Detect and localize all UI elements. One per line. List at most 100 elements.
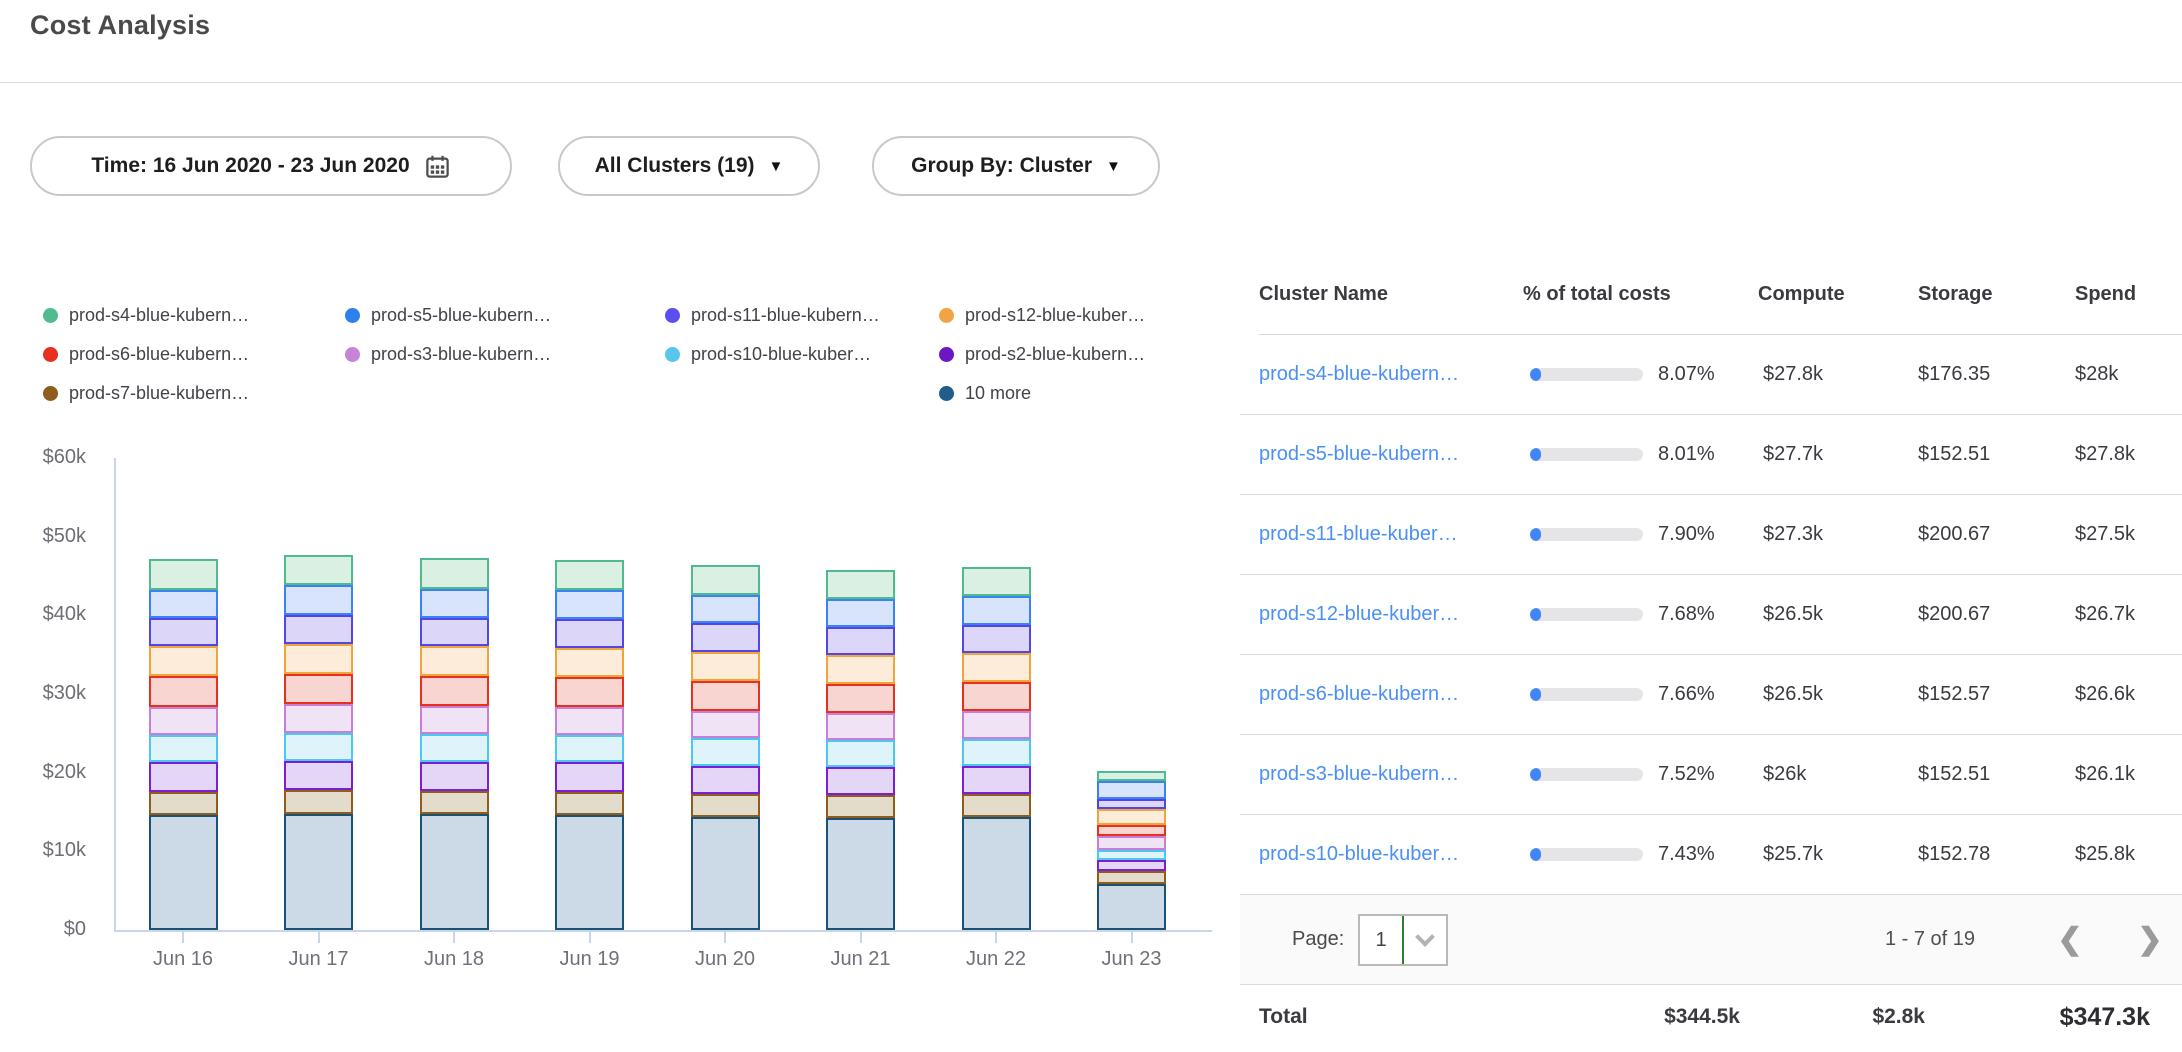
bar-segment[interactable] [149,618,218,646]
bar-segment[interactable] [826,713,895,741]
bar-segment[interactable] [555,590,624,619]
bar-segment[interactable] [284,704,353,732]
legend-item[interactable]: prod-s7-blue-kubern… [30,374,332,413]
bar-segment[interactable] [826,655,895,684]
bar-segment[interactable] [962,596,1031,624]
cluster-name-link[interactable]: prod-s3-blue-kubern… [1259,735,1459,814]
bar-segment[interactable] [149,707,218,735]
bar-segment[interactable] [149,590,218,618]
col-header-pct-of-total-costs[interactable]: % of total costs [1523,283,1671,306]
bar-segment[interactable] [1097,799,1166,809]
bar-segment[interactable] [420,646,489,676]
bar-segment[interactable] [284,644,353,674]
next-page-button[interactable]: ❯ [2125,895,2175,983]
bar-segment[interactable] [962,739,1031,766]
bar-segment[interactable] [691,711,760,739]
bar-segment[interactable] [826,684,895,713]
bar-segment[interactable] [691,817,760,930]
bar-segment[interactable] [420,706,489,734]
bar-segment[interactable] [555,792,624,816]
bar-segment[interactable] [1097,836,1166,850]
bar-segment[interactable] [420,676,489,706]
col-header-spend[interactable]: Spend [2075,283,2136,306]
bar-segment[interactable] [962,711,1031,739]
bar-segment[interactable] [555,762,624,791]
bar-segment[interactable] [962,794,1031,817]
legend-item[interactable]: prod-s5-blue-kubern… [332,296,652,335]
bar-segment[interactable] [149,646,218,676]
bar-segment[interactable] [691,652,760,682]
legend-item[interactable]: 10 more [926,374,1210,413]
bar-segment[interactable] [555,707,624,735]
legend-item[interactable]: prod-s2-blue-kubern… [926,335,1210,374]
cluster-name-link[interactable]: prod-s5-blue-kubern… [1259,415,1459,494]
bar-segment[interactable] [149,815,218,930]
legend-item[interactable]: prod-s11-blue-kubern… [652,296,926,335]
bar-segment[interactable] [149,762,218,791]
bar-segment[interactable] [420,734,489,762]
bar-segment[interactable] [1097,850,1166,860]
bar-segment[interactable] [826,599,895,627]
bar-segment[interactable] [555,735,624,763]
col-header-cluster-name[interactable]: Cluster Name [1259,283,1388,306]
bar-segment[interactable] [962,653,1031,682]
time-range-filter[interactable]: Time: 16 Jun 2020 - 23 Jun 2020 [30,136,512,196]
bar-segment[interactable] [149,792,218,816]
bar-segment[interactable] [420,814,489,930]
bar-segment[interactable] [691,794,760,817]
bar-segment[interactable] [284,814,353,930]
bar-segment[interactable] [149,559,218,590]
bar-segment[interactable] [555,677,624,707]
cluster-name-link[interactable]: prod-s12-blue-kuber… [1259,575,1459,654]
bar-segment[interactable] [1097,871,1166,884]
legend-item[interactable]: prod-s4-blue-kubern… [30,296,332,335]
bar-segment[interactable] [555,619,624,647]
cluster-name-link[interactable]: prod-s4-blue-kubern… [1259,335,1459,414]
bar-segment[interactable] [691,595,760,623]
bar-segment[interactable] [826,795,895,818]
bar-segment[interactable] [1097,781,1166,798]
bar-segment[interactable] [691,565,760,595]
bar-segment[interactable] [284,674,353,704]
bar-segment[interactable] [826,767,895,795]
legend-item[interactable]: prod-s6-blue-kubern… [30,335,332,374]
bar-segment[interactable] [555,648,624,678]
bar-segment[interactable] [420,762,489,791]
bar-segment[interactable] [284,761,353,790]
clusters-filter-dropdown[interactable]: All Clusters (19) ▼ [558,136,820,196]
bar-segment[interactable] [284,585,353,615]
bar-segment[interactable] [284,733,353,761]
bar-segment[interactable] [962,567,1031,597]
bar-segment[interactable] [420,558,489,589]
cluster-name-link[interactable]: prod-s11-blue-kuber… [1259,495,1458,574]
bar-segment[interactable] [420,791,489,815]
previous-page-button[interactable]: ❮ [2045,895,2095,983]
bar-segment[interactable] [826,740,895,767]
bar-segment[interactable] [962,625,1031,653]
bar-segment[interactable] [149,735,218,763]
bar-segment[interactable] [1097,884,1166,930]
bar-segment[interactable] [962,682,1031,711]
bar-segment[interactable] [284,615,353,644]
bar-segment[interactable] [826,627,895,655]
cluster-name-link[interactable]: prod-s6-blue-kubern… [1259,655,1459,734]
bar-segment[interactable] [1097,809,1166,825]
bar-segment[interactable] [826,570,895,599]
bar-segment[interactable] [149,676,218,707]
bar-segment[interactable] [691,738,760,766]
page-number-select[interactable]: 1 [1358,914,1448,966]
bar-segment[interactable] [691,623,760,651]
bar-segment[interactable] [826,818,895,930]
legend-item[interactable]: prod-s12-blue-kuber… [926,296,1210,335]
bar-segment[interactable] [1097,771,1166,781]
bar-segment[interactable] [284,555,353,586]
bar-segment[interactable] [420,618,489,646]
bar-segment[interactable] [555,815,624,930]
bar-segment[interactable] [962,817,1031,930]
bar-segment[interactable] [420,589,489,618]
bar-segment[interactable] [284,790,353,814]
bar-segment[interactable] [691,766,760,794]
col-header-storage[interactable]: Storage [1918,283,1992,306]
col-header-compute[interactable]: Compute [1758,283,1845,306]
legend-item[interactable]: prod-s10-blue-kuber… [652,335,926,374]
